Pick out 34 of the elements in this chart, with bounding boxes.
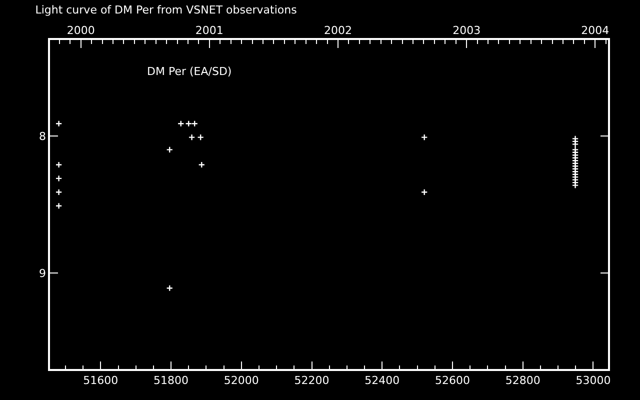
point — [191, 120, 198, 128]
point — [185, 120, 192, 128]
x2-tick-label: 2002 — [324, 24, 352, 37]
point — [55, 120, 62, 128]
x-tick-label: 53000 — [576, 374, 611, 387]
point — [166, 146, 174, 154]
point — [55, 202, 62, 210]
x2-tick-label: 2000 — [66, 24, 95, 37]
x-tick-label: 52400 — [364, 374, 400, 387]
y-tick-label: 9 — [39, 266, 46, 280]
x-tick-label: 52600 — [434, 374, 470, 387]
point — [55, 161, 62, 168]
point — [177, 120, 184, 128]
point — [166, 284, 174, 292]
x-tick-label: 52800 — [505, 374, 540, 387]
chart-title: Light curve of DM Per from VSNET observations — [35, 4, 298, 17]
y-tick-label: 8 — [39, 130, 46, 143]
point — [55, 188, 62, 196]
x2-tick-label: 2001 — [195, 24, 224, 37]
point — [572, 179, 579, 186]
annotation: DM Per (EA/SD) — [147, 65, 232, 78]
point — [572, 138, 579, 145]
point — [420, 134, 428, 141]
point — [197, 134, 204, 141]
x-tick-label: 51600 — [83, 374, 118, 387]
x-tick-label: 52200 — [294, 374, 330, 387]
x-tick-label: 52000 — [224, 374, 259, 387]
x2-tick-label: 2003 — [452, 24, 481, 37]
point — [188, 134, 196, 141]
x-tick-label: 51800 — [154, 374, 189, 387]
point — [55, 175, 62, 182]
point — [420, 188, 428, 196]
x2-tick-label: 2004 — [581, 24, 610, 37]
point — [198, 161, 206, 168]
